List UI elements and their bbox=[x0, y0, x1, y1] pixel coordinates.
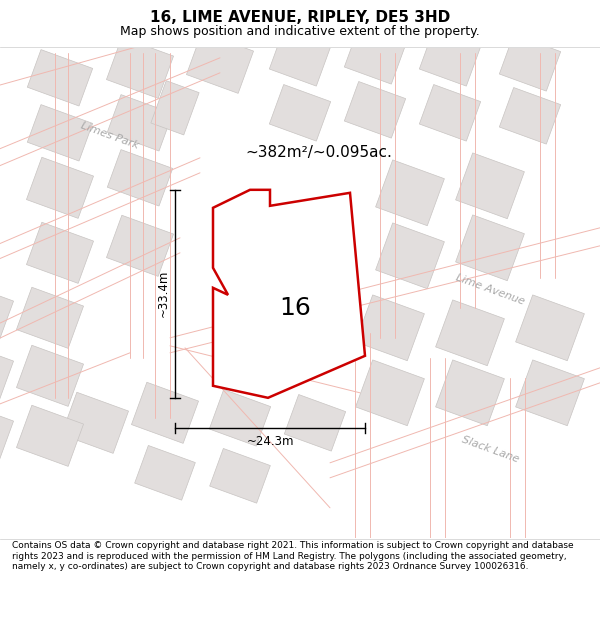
Polygon shape bbox=[16, 345, 83, 406]
Polygon shape bbox=[16, 288, 83, 348]
Polygon shape bbox=[376, 160, 445, 226]
Polygon shape bbox=[134, 446, 196, 500]
Polygon shape bbox=[499, 34, 560, 91]
Polygon shape bbox=[436, 300, 505, 366]
Text: ~24.3m: ~24.3m bbox=[246, 435, 294, 448]
Polygon shape bbox=[106, 38, 173, 98]
Polygon shape bbox=[0, 342, 14, 403]
Polygon shape bbox=[515, 360, 584, 426]
Polygon shape bbox=[28, 49, 92, 106]
Polygon shape bbox=[215, 229, 315, 347]
Polygon shape bbox=[209, 389, 271, 446]
Text: Limes Park: Limes Park bbox=[80, 121, 140, 151]
Text: Lime Avenue: Lime Avenue bbox=[454, 272, 526, 307]
Text: 16: 16 bbox=[279, 296, 311, 320]
Polygon shape bbox=[356, 360, 424, 426]
Polygon shape bbox=[151, 81, 199, 135]
Polygon shape bbox=[107, 94, 173, 151]
Polygon shape bbox=[344, 28, 406, 84]
Polygon shape bbox=[213, 190, 365, 398]
Text: 16, LIME AVENUE, RIPLEY, DE5 3HD: 16, LIME AVENUE, RIPLEY, DE5 3HD bbox=[150, 10, 450, 25]
Polygon shape bbox=[26, 222, 94, 283]
Polygon shape bbox=[0, 402, 14, 463]
Text: Map shows position and indicative extent of the property.: Map shows position and indicative extent… bbox=[120, 24, 480, 38]
Polygon shape bbox=[0, 282, 14, 343]
Text: Slack Lane: Slack Lane bbox=[460, 435, 520, 465]
Polygon shape bbox=[344, 81, 406, 138]
Polygon shape bbox=[436, 360, 505, 426]
Polygon shape bbox=[499, 88, 560, 144]
Polygon shape bbox=[284, 394, 346, 451]
Polygon shape bbox=[419, 29, 481, 86]
Polygon shape bbox=[26, 158, 94, 218]
Polygon shape bbox=[187, 32, 254, 93]
Text: ~33.4m: ~33.4m bbox=[157, 270, 170, 318]
Polygon shape bbox=[106, 215, 173, 276]
Polygon shape bbox=[16, 405, 83, 466]
Text: ~382m²/~0.095ac.: ~382m²/~0.095ac. bbox=[245, 145, 392, 160]
Polygon shape bbox=[209, 449, 271, 503]
Polygon shape bbox=[455, 153, 524, 219]
Polygon shape bbox=[356, 295, 424, 361]
Polygon shape bbox=[515, 295, 584, 361]
Polygon shape bbox=[376, 223, 445, 289]
Polygon shape bbox=[131, 382, 199, 443]
Polygon shape bbox=[269, 29, 331, 86]
Text: Contains OS data © Crown copyright and database right 2021. This information is : Contains OS data © Crown copyright and d… bbox=[12, 541, 574, 571]
Polygon shape bbox=[419, 84, 481, 141]
Polygon shape bbox=[455, 215, 524, 281]
Polygon shape bbox=[269, 84, 331, 141]
Polygon shape bbox=[61, 392, 128, 453]
Polygon shape bbox=[107, 149, 173, 206]
Polygon shape bbox=[227, 210, 335, 366]
Polygon shape bbox=[28, 104, 92, 161]
